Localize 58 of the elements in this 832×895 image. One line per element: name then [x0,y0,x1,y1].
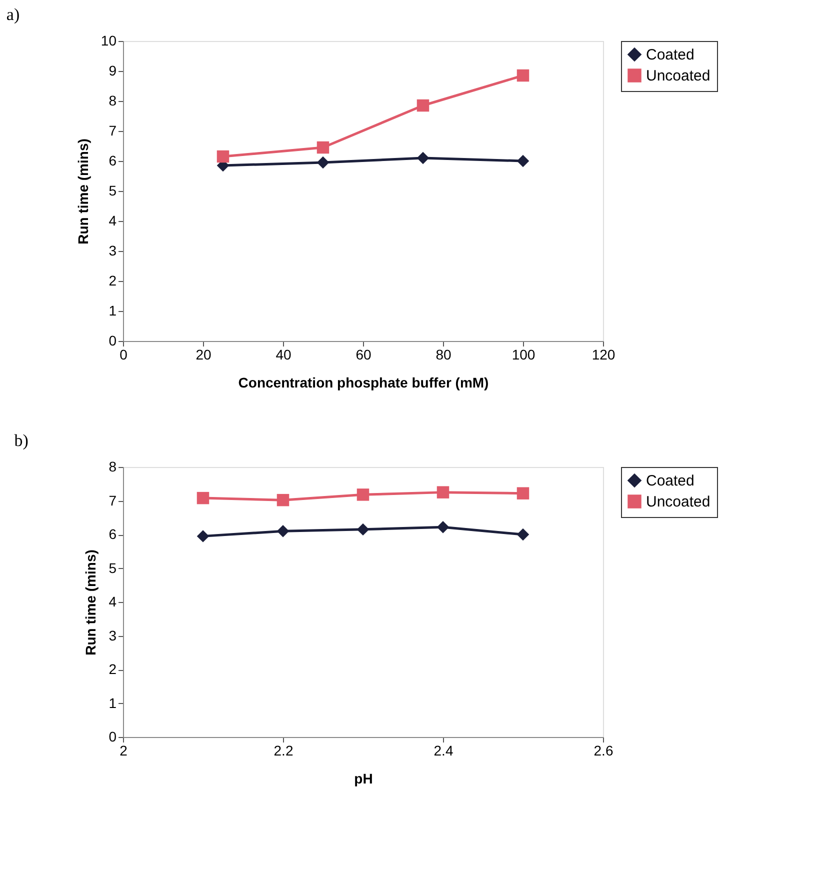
point [416,99,430,112]
point [356,523,370,536]
y-tick-label: 10 [100,32,117,48]
y-tick-label: 2 [108,272,117,288]
x-tick-label: 2.6 [594,742,614,758]
y-tick-label: 4 [108,212,117,228]
y-axis-title: Run time (mins) [74,138,91,244]
x-tick-label: 60 [356,346,372,362]
y-tick-label: 0 [108,332,117,348]
x-tick-label: 2.2 [274,742,294,758]
legend-label: Coated [646,472,694,490]
chart-title: a) [6,5,20,24]
point [316,156,330,169]
point [276,525,290,538]
x-tick-label: 0 [120,346,128,362]
point [196,530,210,542]
point [216,150,230,163]
y-axis-title: Run time (mins) [82,550,99,656]
chart-title: b) [14,431,28,450]
y-tick-label: 6 [108,152,117,168]
point [316,141,330,154]
point [436,520,450,534]
x-tick-label: 2 [120,742,128,758]
y-tick-label: 4 [108,594,117,610]
y-tick-label: 1 [108,302,117,318]
y-tick-label: 5 [108,560,117,576]
y-tick-label: 0 [108,728,117,744]
y-tick-label: 9 [108,62,117,78]
legend-label: Uncoated [646,494,710,510]
point [516,528,530,541]
y-tick-label: 8 [108,458,117,474]
y-tick-label: 3 [108,627,117,644]
y-tick-label: 2 [108,661,117,677]
point [356,488,370,501]
legend-label: Uncoated [646,68,710,84]
point [436,486,450,498]
y-tick-label: 7 [108,122,117,138]
x-tick-label: 20 [196,346,212,362]
y-tick-label: 1 [108,694,117,711]
point [196,492,210,504]
y-tick-label: 5 [108,182,117,198]
legend-label: Coated [646,46,694,64]
x-tick-label: 80 [436,346,452,362]
x-axis-title: pH [354,770,373,786]
y-tick-label: 3 [108,242,117,258]
x-axis-title: Concentration phosphate buffer (mM) [238,374,489,390]
x-tick-label: 100 [512,346,536,362]
point [516,154,530,168]
y-tick-label: 7 [108,492,117,508]
point [416,152,430,164]
x-tick-label: 120 [592,346,616,362]
point [516,69,530,82]
y-tick-label: 8 [108,92,117,108]
x-tick-label: 40 [276,346,292,362]
point [516,487,530,500]
x-tick-label: 2.4 [434,742,454,758]
point [276,494,290,506]
y-tick-label: 6 [108,526,117,542]
